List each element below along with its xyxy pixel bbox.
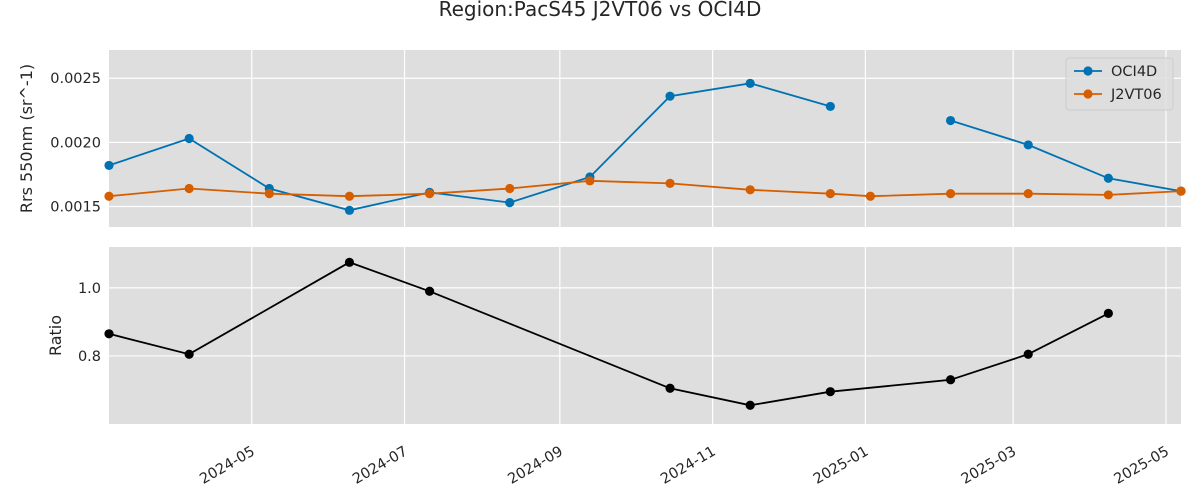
series-oci4d: [104, 78, 1186, 215]
data-point: [665, 91, 675, 101]
plot-area: [109, 247, 1181, 424]
y-tick-label: 0.0025: [50, 71, 101, 87]
data-point: [264, 189, 274, 199]
legend-marker: [1083, 66, 1093, 76]
legend-label: OCI4D: [1111, 64, 1157, 80]
data-point: [1103, 173, 1113, 183]
data-point: [1103, 190, 1113, 200]
legend-marker: [1083, 89, 1093, 99]
data-point: [424, 189, 435, 199]
data-point: [184, 133, 194, 144]
series-ratio: [104, 257, 1113, 410]
x-tick-label: 2025-01: [811, 444, 871, 488]
chart-title: Region:PacS45 J2VT06 vs OCI4D: [439, 0, 762, 21]
x-tick-label: 2024-09: [505, 444, 565, 488]
data-point: [865, 191, 876, 201]
data-point: [745, 400, 755, 410]
series-j2vt06: [104, 176, 1186, 201]
y-tick-label: 1.0: [78, 281, 101, 297]
data-point: [1103, 308, 1113, 318]
data-point: [505, 183, 515, 194]
data-point: [825, 387, 835, 397]
x-tick-label: 2025-05: [1111, 444, 1171, 488]
data-point: [745, 78, 755, 88]
data-point: [1023, 349, 1033, 359]
data-point: [104, 160, 114, 171]
x-tick-label: 2024-07: [350, 444, 410, 488]
data-point: [184, 183, 194, 194]
data-point: [945, 189, 956, 199]
data-point: [825, 101, 835, 112]
y-axis-label: Rrs 550nm (sr^-1): [17, 64, 36, 213]
series-line: [950, 119, 1182, 192]
data-point: [1023, 189, 1033, 199]
data-point: [745, 185, 755, 195]
series-line: [108, 261, 1109, 407]
series-line: [108, 82, 831, 212]
x-tick-label: 2025-03: [959, 444, 1019, 488]
data-point: [1176, 186, 1186, 196]
data-point: [945, 375, 956, 385]
panel-2: 0.8 1.0 Ratio: [46, 247, 1181, 424]
data-point: [344, 191, 355, 201]
data-point: [184, 349, 194, 359]
data-point: [424, 286, 435, 296]
x-tick-label: 2024-05: [197, 444, 257, 488]
data-point: [585, 176, 595, 186]
y-axis-label: Ratio: [46, 315, 65, 356]
data-point: [945, 115, 956, 126]
panel-1: 0.0015 0.0020 0.0025 Rrs 550nm (sr^-1) OCI4D…: [17, 50, 1186, 227]
data-point: [344, 257, 355, 267]
data-point: [505, 198, 515, 208]
data-point: [1023, 140, 1033, 150]
data-point: [344, 205, 355, 215]
data-point: [825, 189, 835, 199]
data-point: [665, 383, 675, 393]
data-point: [104, 191, 114, 201]
y-tick-label: 0.0020: [50, 135, 101, 151]
legend-label: J2VT06: [1110, 87, 1162, 103]
x-tick-label: 2024-11: [658, 444, 718, 488]
y-tick-label: 0.8: [78, 349, 101, 365]
data-point: [665, 178, 675, 188]
plot-area: [109, 50, 1181, 227]
data-point: [104, 329, 114, 339]
y-tick-label: 0.0015: [50, 199, 101, 215]
legend: OCI4D J2VT06: [1065, 57, 1174, 111]
